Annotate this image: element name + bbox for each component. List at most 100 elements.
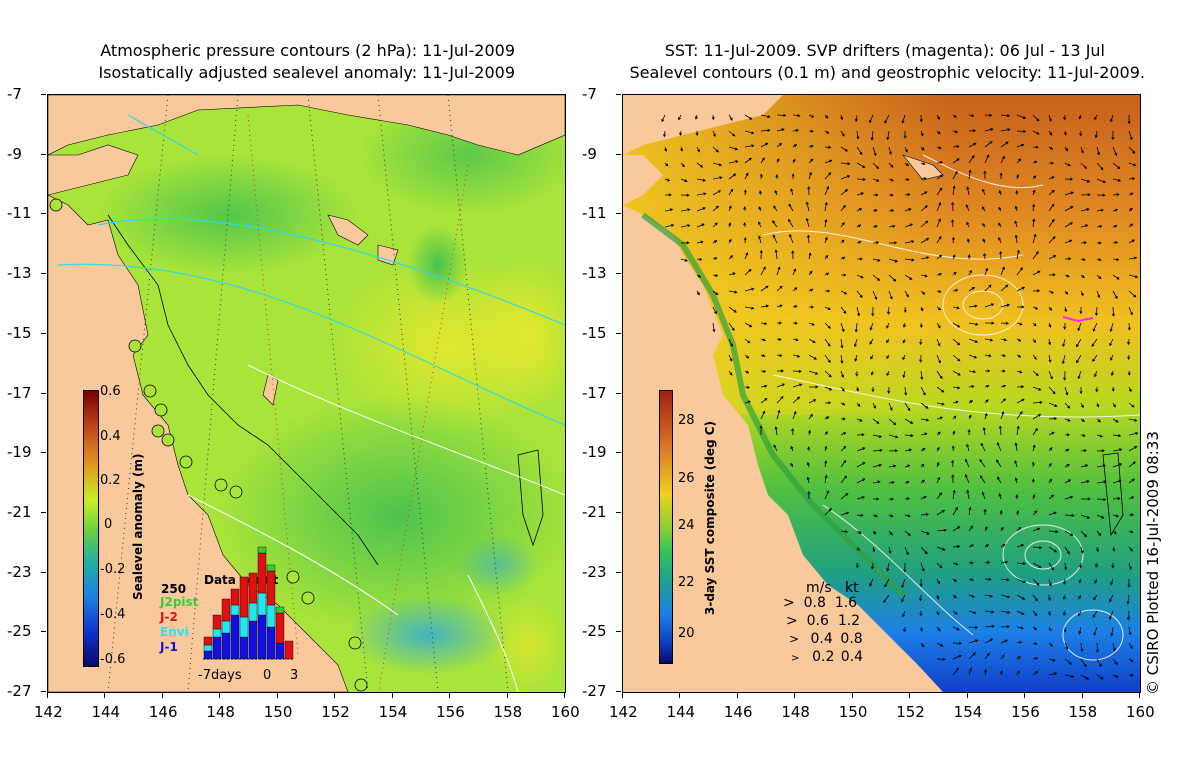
velocity-arrow bbox=[888, 434, 899, 439]
velocity-arrow bbox=[1063, 626, 1067, 633]
left-y-tick: -17 bbox=[7, 383, 32, 402]
velocity-arrow bbox=[1110, 370, 1114, 377]
velocity-arrow bbox=[856, 513, 864, 517]
velocity-arrow bbox=[1112, 674, 1119, 678]
velocity-arrow bbox=[1000, 338, 1008, 342]
velocity-arrow bbox=[869, 322, 874, 331]
velocity-arrow bbox=[728, 114, 733, 121]
velocity-arrow bbox=[744, 144, 755, 148]
velocity-arrow bbox=[920, 495, 927, 500]
right-x-tick: 146 bbox=[723, 703, 753, 721]
velocity-arrow bbox=[792, 128, 800, 132]
velocity-arrow bbox=[1128, 432, 1139, 436]
right-title-line2: Sealevel contours (0.1 m) and geostrophi… bbox=[629, 63, 1145, 82]
velocity-arrow bbox=[888, 178, 894, 182]
velocity-arrow bbox=[759, 173, 763, 180]
velocity-arrow bbox=[1080, 464, 1089, 468]
velocity-arrow bbox=[870, 130, 874, 141]
velocity-arrow bbox=[776, 383, 786, 388]
velocity-arrow bbox=[1080, 274, 1085, 279]
velocity-arrow bbox=[712, 306, 717, 315]
velocity-arrow bbox=[1092, 322, 1098, 332]
left-y-tick-mark bbox=[41, 94, 46, 95]
velocity-arrow bbox=[872, 224, 878, 228]
velocity-arrow bbox=[1000, 128, 1011, 132]
velocity-arrow bbox=[744, 385, 751, 389]
velocity-arrow bbox=[1128, 290, 1137, 298]
velocity-arrow bbox=[824, 445, 828, 452]
velocity-arrow bbox=[806, 461, 810, 468]
velocity-arrow bbox=[1064, 479, 1072, 484]
velocity-arrow bbox=[824, 289, 831, 293]
velocity-arrow bbox=[1080, 514, 1091, 519]
velocity-arrow bbox=[712, 162, 723, 167]
velocity-arrow bbox=[1000, 284, 1009, 292]
velocity-arrow bbox=[1080, 418, 1085, 422]
velocity-arrow bbox=[1080, 146, 1084, 154]
velocity-arrow bbox=[1032, 306, 1039, 310]
velocity-arrow bbox=[1064, 674, 1075, 678]
velocity-arrow bbox=[936, 642, 944, 647]
velocity-arrow bbox=[856, 402, 861, 407]
velocity-arrow bbox=[1110, 626, 1114, 637]
velocity-arrow bbox=[901, 114, 906, 124]
velocity-arrow bbox=[886, 354, 890, 360]
velocity-arrow bbox=[840, 189, 848, 196]
velocity-arrow bbox=[968, 338, 979, 343]
velocity-arrow bbox=[1016, 143, 1025, 148]
velocity-arrow bbox=[1126, 594, 1130, 605]
velocity-arrow bbox=[791, 250, 795, 260]
velocity-arrow bbox=[1111, 306, 1115, 317]
velocity-arrow bbox=[952, 322, 961, 328]
velocity-arrow bbox=[760, 142, 769, 148]
velocity-arrow bbox=[936, 201, 942, 212]
velocity-arrow bbox=[854, 354, 858, 362]
velocity-arrow bbox=[1048, 236, 1056, 244]
velocity-arrow bbox=[1016, 510, 1020, 516]
velocity-arrow bbox=[728, 338, 733, 348]
velocity-arrow bbox=[966, 489, 970, 500]
velocity-arrow bbox=[824, 370, 832, 378]
velocity-arrow bbox=[1032, 626, 1038, 631]
velocity-arrow bbox=[712, 322, 716, 333]
velocity-arrow bbox=[1048, 273, 1056, 277]
velocity-arrow bbox=[1112, 546, 1116, 552]
velocity-arrow bbox=[1096, 402, 1100, 408]
velocity-arrow bbox=[760, 114, 771, 118]
velocity-arrow bbox=[1112, 463, 1123, 468]
velocity-arrow bbox=[920, 479, 926, 484]
left-y-tick: -13 bbox=[7, 264, 32, 283]
velocity-arrow bbox=[1064, 562, 1068, 571]
velocity-arrow bbox=[936, 160, 944, 165]
right-y-tick-mark bbox=[616, 392, 621, 394]
velocity-arrow bbox=[872, 418, 880, 424]
velocity-arrow bbox=[936, 446, 940, 452]
velocity-arrow bbox=[888, 449, 898, 453]
velocity-arrow bbox=[1000, 114, 1011, 118]
velocity-arrow bbox=[1064, 257, 1072, 261]
velocity-arrow bbox=[792, 114, 801, 118]
velocity-arrow bbox=[1127, 338, 1131, 346]
velocity-arrow bbox=[1048, 114, 1052, 122]
velocity-arrow bbox=[840, 417, 846, 421]
velocity-arrow bbox=[871, 306, 875, 317]
right-y-tick-mark bbox=[616, 213, 621, 215]
velocity-arrow bbox=[1078, 578, 1082, 584]
velocity-arrow bbox=[824, 172, 832, 180]
velocity-arrow bbox=[856, 462, 866, 468]
velocity-arrow bbox=[840, 492, 849, 500]
velocity-arrow bbox=[1032, 562, 1042, 568]
velocity-arrow bbox=[952, 370, 961, 376]
velocity-arrow bbox=[840, 256, 846, 260]
velocity-arrow bbox=[1080, 497, 1091, 501]
velocity-arrow bbox=[903, 306, 907, 313]
velocity-arrow bbox=[661, 114, 666, 123]
right-y-tick: -19 bbox=[582, 443, 607, 462]
right-x-tick-mark bbox=[1081, 693, 1083, 698]
velocity-arrow bbox=[904, 514, 911, 518]
velocity-arrow bbox=[728, 146, 739, 151]
right-axes-frame bbox=[622, 94, 1141, 693]
left-title-line2: Isostatically adjusted sealevel anomaly:… bbox=[98, 63, 515, 82]
velocity-arrow bbox=[1016, 385, 1025, 389]
velocity-arrow bbox=[888, 290, 893, 300]
